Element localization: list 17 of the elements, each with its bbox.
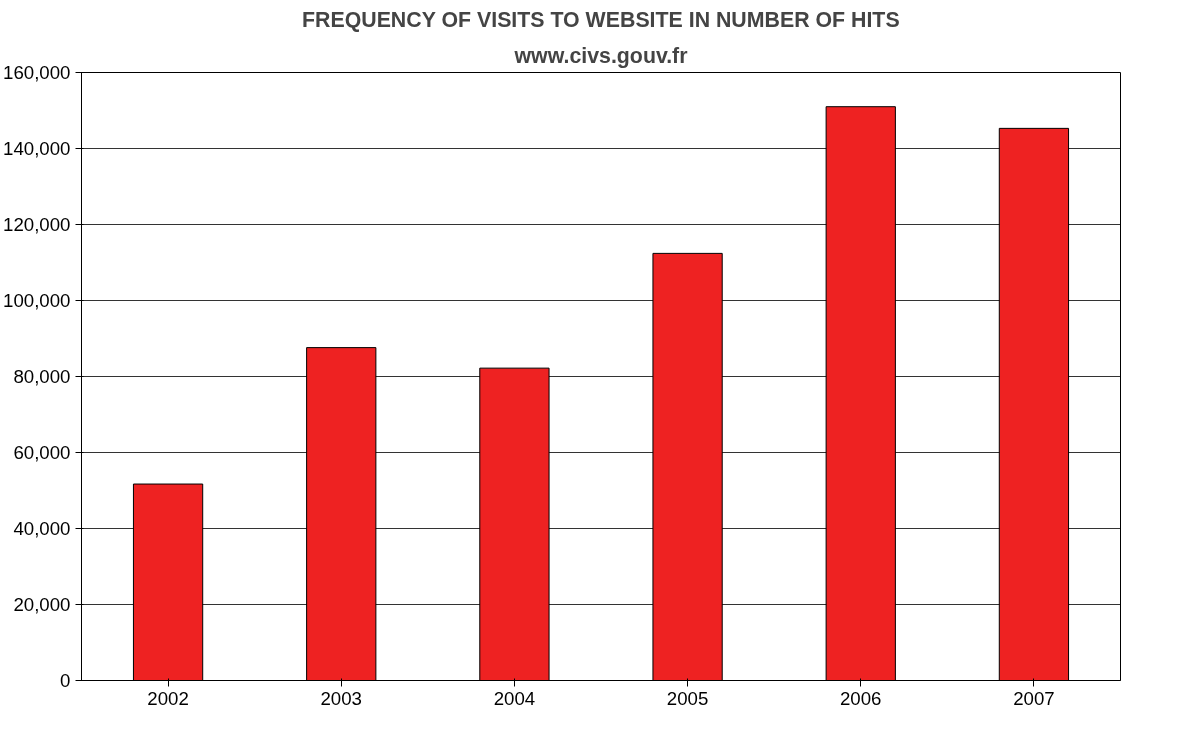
y-tick-label: 100,000 <box>3 290 71 311</box>
x-tick-label: 2006 <box>840 687 882 709</box>
y-tick-label: 60,000 <box>13 442 71 463</box>
y-tick-label: 140,000 <box>3 138 71 159</box>
y-tick-label: 80,000 <box>13 366 71 387</box>
x-tick-label: 2002 <box>147 687 189 709</box>
y-tick-label: 20,000 <box>13 594 71 615</box>
chart-subtitle: www.civs.gouv.fr <box>513 43 688 68</box>
y-tick-label: 0 <box>60 670 71 691</box>
chart-title: FREQUENCY OF VISITS TO WEBSITE IN NUMBER OF HITS <box>301 7 900 32</box>
y-tick-label: 40,000 <box>13 518 71 539</box>
x-tick-label: 2005 <box>666 687 709 709</box>
x-tick-label: 2003 <box>320 687 363 709</box>
x-tick-label: 2007 <box>1013 687 1055 709</box>
y-tick-label: 120,000 <box>3 214 71 235</box>
x-tick-label: 2004 <box>493 687 536 709</box>
y-tick-label: 160,000 <box>3 62 71 83</box>
